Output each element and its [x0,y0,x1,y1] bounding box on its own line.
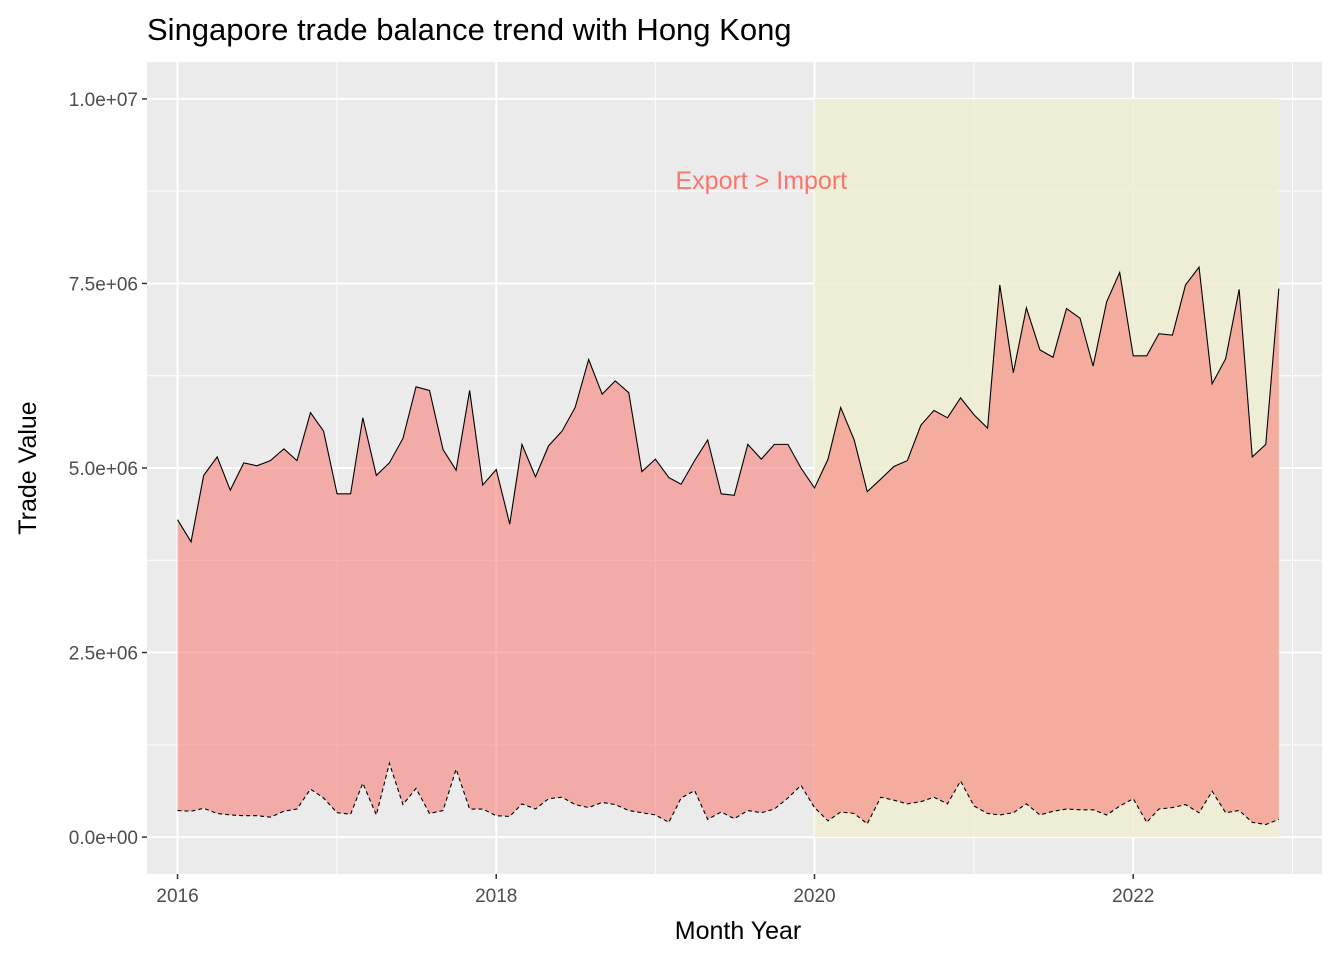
y-tick-label: 0.0e+00 [69,828,138,849]
y-tick-label: 5.0e+06 [69,459,138,480]
x-axis: 2016 2018 2020 2022 [156,874,1154,907]
chart-title: Singapore trade balance trend with Hong … [147,12,792,47]
y-axis-title: Trade Value [14,401,42,534]
y-tick-label: 7.5e+06 [69,274,138,295]
x-axis-title: Month Year [675,917,802,945]
x-tick-label: 2022 [1112,886,1154,907]
trade-balance-ribbon [177,267,1279,825]
x-tick-label: 2016 [156,886,198,907]
y-axis: 0.0e+00 2.5e+06 5.0e+06 7.5e+06 1.0e+07 [69,90,147,849]
export-import-annotation: Export > Import [676,167,848,195]
x-tick-label: 2020 [793,886,835,907]
x-tick-label: 2018 [475,886,517,907]
export-line [177,265,1280,544]
y-tick-label: 1.0e+07 [69,90,138,111]
y-tick-label: 2.5e+06 [69,644,138,665]
